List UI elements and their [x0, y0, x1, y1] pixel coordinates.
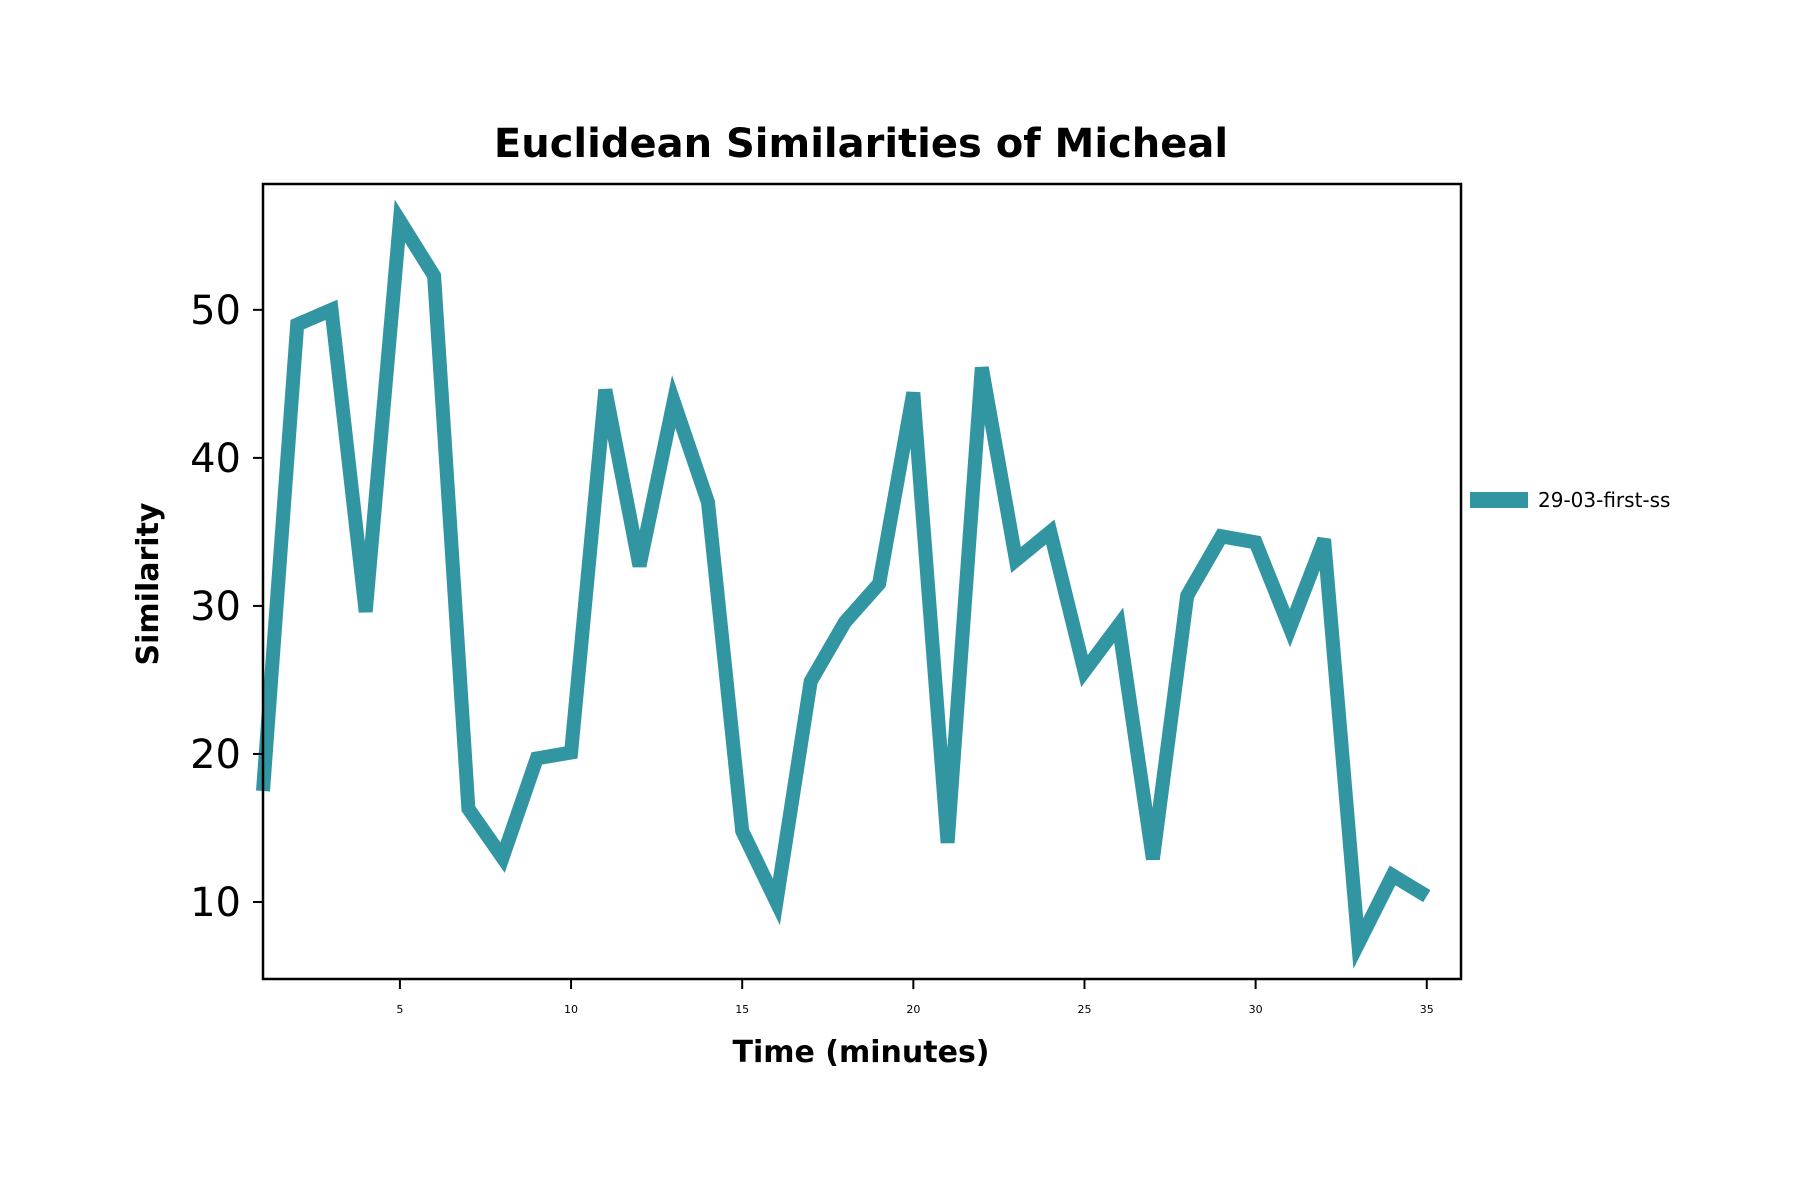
x-tick-label-10: 10: [564, 1003, 578, 1016]
y-axis: 10 20 30 40 50: [190, 288, 263, 926]
y-tick-label-20: 20: [190, 732, 241, 778]
y-tick-label-40: 40: [190, 436, 241, 482]
x-axis: 5 10 15 20 25 30 35: [396, 979, 1434, 1016]
chart-title: Euclidean Similarities of Micheal: [494, 121, 1228, 167]
legend: 29-03-first-ss: [1470, 488, 1670, 512]
plot-area: [256, 182, 1463, 981]
x-tick-label-25: 25: [1077, 1003, 1091, 1016]
x-axis-label: Time (minutes): [732, 1035, 989, 1070]
y-tick-label-10: 10: [190, 880, 241, 926]
x-tick-label-15: 15: [735, 1003, 749, 1016]
x-tick-label-35: 35: [1420, 1003, 1434, 1016]
x-tick-label-20: 20: [906, 1003, 920, 1016]
y-axis-label: Similarity: [131, 502, 166, 665]
x-tick-label-5: 5: [396, 1003, 403, 1016]
x-tick-label-30: 30: [1249, 1003, 1263, 1016]
series-line-29-03-first-ss: [256, 199, 1431, 969]
legend-label: 29-03-first-ss: [1538, 488, 1670, 512]
plot-frame: [261, 182, 1463, 981]
y-tick-label-30: 30: [190, 584, 241, 630]
y-tick-label-50: 50: [190, 288, 241, 334]
